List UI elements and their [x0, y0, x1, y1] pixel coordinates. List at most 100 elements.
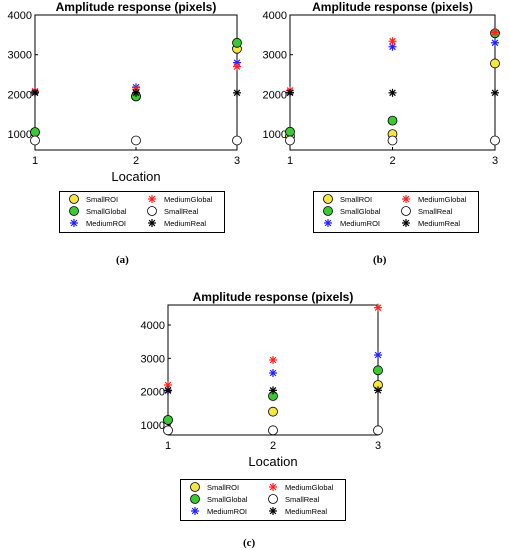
point-mediumroi-2 — [388, 42, 397, 51]
chart-title: Amplitude response (pixels) — [193, 290, 354, 304]
x-axis-label: Location — [248, 454, 297, 469]
legend-c: SmallROI MediumGlobal SmallGlobal SmallReal… — [180, 479, 346, 521]
legend-marker-smallroi — [69, 194, 79, 204]
legend-marker-smallglobal — [323, 206, 333, 216]
point-mediumreal-2 — [269, 386, 277, 395]
x-tick-label: 3 — [234, 155, 240, 167]
point-mediumreal-1 — [31, 88, 39, 97]
x-tick-label: 1 — [165, 440, 171, 452]
point-mediumglobal-2 — [269, 356, 277, 364]
point-mediumglobal-1 — [164, 381, 172, 389]
point-smallroi-3 — [490, 58, 500, 69]
legend-label-smallroi: SmallROI — [86, 195, 118, 204]
point-smallreal-1 — [163, 425, 173, 436]
point-smallreal-1 — [285, 135, 295, 146]
legend-marker-mediumroi — [191, 507, 199, 515]
x-tick-label: 2 — [133, 155, 139, 167]
legend-marker-mediumroi — [70, 219, 78, 227]
chart-b-svg: Amplitude response (pixels) 1000 2000 3000 4… — [263, 0, 500, 167]
legend-label-mediumroi: MediumROI — [86, 219, 126, 228]
point-smallglobal-1 — [285, 126, 295, 137]
legend-label-smallreal: SmallReal — [285, 495, 320, 504]
y-tick-label: 2000 — [263, 89, 287, 101]
legend-c-svg: SmallROI MediumGlobal SmallGlobal SmallReal… — [190, 482, 334, 516]
point-mediumreal-1 — [164, 386, 172, 395]
legend-marker-smallreal — [147, 206, 157, 216]
legend-label-smallreal: SmallReal — [164, 207, 199, 216]
y-tick-label: 3000 — [263, 50, 287, 62]
point-smallreal-1 — [30, 135, 40, 146]
y-tick-label: 2000 — [141, 387, 165, 399]
chart-c-svg: Amplitude response (pixels) 1000 2000 3000 4… — [141, 290, 383, 469]
point-mediumglobal-2 — [388, 37, 397, 46]
legend-label-smallglobal: SmallGlobal — [207, 495, 248, 504]
y-tick-label: 4000 — [8, 10, 32, 22]
point-mediumreal-2 — [132, 88, 140, 97]
plot-frame — [34, 14, 238, 151]
legend-marker-mediumreal — [148, 219, 156, 227]
chart-panel-a: Amplitude response (pixels) 1000 2000 3000 4… — [0, 0, 255, 195]
y-tick-label: 2000 — [8, 89, 32, 101]
caption-c: (c) — [243, 537, 256, 549]
point-mediumroi-3 — [491, 38, 499, 47]
point-smallreal-3 — [232, 135, 242, 146]
point-mediumglobal-3 — [374, 303, 382, 312]
y-tick-label: 4000 — [141, 320, 165, 332]
point-smallreal-2 — [268, 425, 278, 436]
legend-marker-mediumglobal — [402, 195, 410, 203]
point-smallglobal-3 — [373, 365, 383, 376]
legend-marker-smallreal — [268, 494, 278, 504]
y-tick-label: 1000 — [263, 129, 287, 141]
point-smallreal-3 — [373, 425, 383, 436]
legend-label-smallreal: SmallReal — [418, 207, 453, 216]
point-mediumreal-3 — [233, 88, 241, 97]
y-tick-label: 1000 — [8, 129, 32, 141]
point-smallglobal-1 — [163, 415, 173, 425]
x-tick-label: 2 — [270, 440, 276, 452]
legend-marker-smallreal — [401, 206, 411, 216]
x-tick-label: 1 — [287, 155, 293, 167]
y-tick-label: 1000 — [141, 420, 165, 432]
legend-label-mediumglobal: MediumGlobal — [418, 195, 467, 204]
chart-title: Amplitude response (pixels) — [56, 0, 217, 14]
point-smallglobal-3 — [232, 37, 242, 48]
legend-label-mediumglobal: MediumGlobal — [164, 195, 213, 204]
legend-a: SmallROI MediumGlobal SmallGlobal SmallReal… — [59, 191, 225, 233]
point-smallreal-3 — [490, 135, 500, 146]
legend-marker-mediumroi — [324, 219, 332, 227]
point-mediumglobal-3 — [233, 62, 241, 71]
legend-label-mediumroi: MediumROI — [340, 219, 380, 228]
legend-marker-mediumglobal — [148, 195, 156, 203]
legend-b-svg: SmallROI MediumGlobal SmallGlobal SmallReal… — [323, 194, 467, 228]
x-axis-label: Location — [111, 169, 160, 184]
point-mediumroi-3 — [374, 351, 382, 359]
chart-a-svg: Amplitude response (pixels) 1000 2000 3000 4… — [8, 0, 242, 184]
legend-marker-smallroi — [323, 194, 333, 204]
legend-marker-smallglobal — [190, 494, 200, 504]
legend-marker-smallroi — [190, 482, 200, 492]
point-mediumreal-3 — [491, 88, 499, 97]
y-tick-label: 4000 — [263, 10, 287, 22]
legend-label-mediumglobal: MediumGlobal — [285, 483, 334, 492]
legend-label-smallglobal: SmallGlobal — [340, 207, 381, 216]
y-tick-label: 3000 — [141, 353, 165, 365]
legend-marker-mediumreal — [402, 219, 410, 227]
point-smallreal-2 — [387, 135, 398, 146]
legend-label-smallglobal: SmallGlobal — [86, 207, 127, 216]
point-smallglobal-1 — [30, 127, 40, 138]
legend-label-smallroi: SmallROI — [340, 195, 372, 204]
legend-label-smallroi: SmallROI — [207, 483, 239, 492]
legend-label-mediumreal: MediumReal — [164, 219, 206, 228]
y-tick-label: 3000 — [8, 50, 32, 62]
point-smallroi-2 — [268, 406, 278, 417]
point-mediumglobal-3 — [491, 28, 499, 37]
legend-a-svg: SmallROI MediumGlobal SmallGlobal SmallReal… — [69, 194, 213, 228]
chart-panel-b: Amplitude response (pixels) 1000 2000 3000 4… — [255, 0, 509, 195]
point-mediumreal-3 — [374, 386, 382, 395]
legend-marker-mediumglobal — [269, 483, 277, 491]
legend-b: SmallROI MediumGlobal SmallGlobal SmallReal… — [313, 191, 479, 233]
legend-label-mediumroi: MediumROI — [207, 507, 247, 516]
x-tick-label: 2 — [389, 155, 395, 167]
legend-label-mediumreal: MediumReal — [285, 507, 327, 516]
legend-marker-smallglobal — [69, 206, 79, 216]
